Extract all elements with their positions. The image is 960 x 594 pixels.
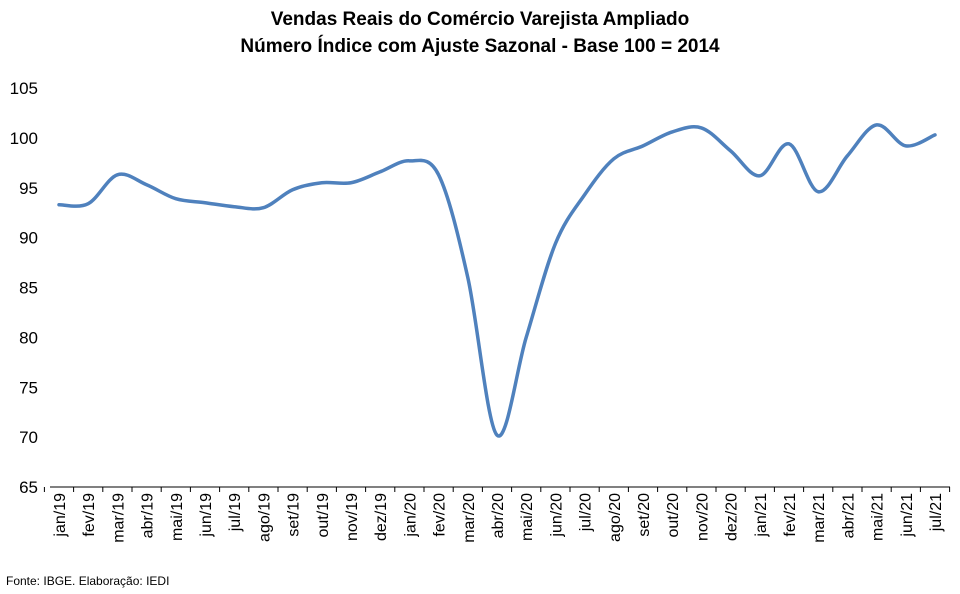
- y-tick-label: 100: [10, 129, 38, 148]
- x-tick-label: nov/19: [344, 493, 361, 541]
- data-point: [378, 170, 382, 174]
- data-point: [583, 193, 587, 197]
- data-point: [699, 126, 703, 130]
- x-tick-label: abr/19: [140, 493, 157, 538]
- x-tick-label: jul/21: [928, 493, 945, 532]
- data-point: [933, 133, 937, 137]
- data-point: [845, 154, 849, 158]
- data-point: [875, 123, 879, 127]
- x-tick-label: abr/20: [490, 493, 507, 538]
- data-point: [904, 144, 908, 148]
- x-tick-label: mar/19: [110, 493, 127, 543]
- y-tick-label: 85: [19, 279, 38, 298]
- data-point: [115, 173, 119, 177]
- chart-title-block: Vendas Reais do Comércio Varejista Ampli…: [0, 6, 960, 60]
- x-tick-label: dez/20: [724, 493, 741, 541]
- x-tick-label: jun/21: [899, 493, 916, 538]
- data-point: [291, 188, 295, 192]
- x-tick-label: mar/21: [811, 493, 828, 543]
- x-tick-label: fev/21: [782, 493, 799, 537]
- data-point: [407, 159, 411, 163]
- data-point: [466, 276, 470, 280]
- x-tick-label: jan/20: [402, 493, 419, 538]
- x-tick-label: jun/19: [198, 493, 215, 538]
- data-point: [203, 201, 207, 205]
- x-tick-label: jul/20: [578, 493, 595, 532]
- y-tick-label: 95: [19, 179, 38, 198]
- data-point: [553, 242, 557, 246]
- y-tick-label: 105: [10, 79, 38, 98]
- x-tick-label: mai/21: [870, 493, 887, 541]
- y-tick-label: 80: [19, 328, 38, 347]
- data-point: [670, 130, 674, 134]
- y-tick-label: 75: [19, 378, 38, 397]
- source-note: Fonte: IBGE. Elaboração: IEDI: [6, 574, 170, 588]
- x-tick-label: jan/19: [52, 493, 69, 538]
- data-point: [495, 433, 499, 437]
- x-tick-label: dez/19: [373, 493, 390, 541]
- x-tick-label: set/20: [636, 493, 653, 537]
- x-tick-label: jul/19: [227, 493, 244, 532]
- series-line: [57, 123, 937, 438]
- chart-subtitle: Número Índice com Ajuste Sazonal - Base …: [240, 36, 720, 57]
- data-point: [86, 202, 90, 206]
- x-tick-label: fev/19: [81, 493, 98, 537]
- x-tick-label: jan/21: [753, 493, 770, 538]
- data-point: [349, 181, 353, 185]
- x-tick-label: out/20: [665, 493, 682, 538]
- data-point: [232, 205, 236, 209]
- data-point: [145, 183, 149, 187]
- data-point: [437, 173, 441, 177]
- data-point: [261, 206, 265, 210]
- x-tick-label: mai/20: [519, 493, 536, 541]
- x-tick-label: ago/20: [607, 493, 624, 542]
- x-tick-label: ago/19: [256, 493, 273, 542]
- chart-marks: [57, 123, 937, 438]
- x-tick-label: jun/20: [548, 493, 565, 538]
- data-point: [320, 181, 324, 185]
- data-point: [174, 197, 178, 201]
- x-tick-label: nov/20: [694, 493, 711, 541]
- data-point: [57, 203, 61, 207]
- x-tick-label: out/19: [315, 493, 332, 538]
- data-point: [641, 144, 645, 148]
- y-tick-label: 65: [19, 478, 38, 497]
- x-tick-label: fev/20: [432, 493, 449, 537]
- x-tick-label: mar/20: [461, 493, 478, 543]
- chart-axes: 65 70 75 80 85 90 95 100 105 jan/19 fev/19 mar/19 ab…: [10, 79, 951, 543]
- x-tick-label: mai/19: [169, 493, 186, 541]
- x-tick-label: abr/21: [840, 493, 857, 538]
- data-point: [612, 157, 616, 161]
- x-tick-label: set/19: [286, 493, 303, 537]
- data-point: [816, 190, 820, 194]
- data-point: [787, 142, 791, 146]
- data-point: [729, 149, 733, 153]
- y-tick-label: 90: [19, 229, 38, 248]
- data-point: [524, 335, 528, 339]
- data-point: [758, 174, 762, 178]
- chart-title: Vendas Reais do Comércio Varejista Ampli…: [270, 9, 690, 30]
- y-tick-label: 70: [19, 428, 38, 447]
